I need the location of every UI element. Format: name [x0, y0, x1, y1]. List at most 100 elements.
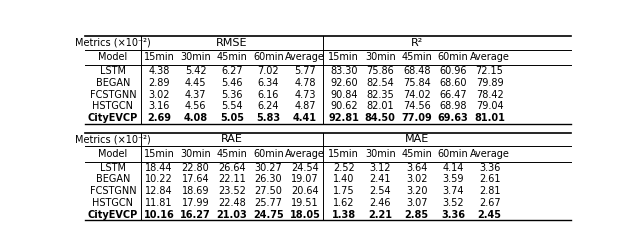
Text: 15min: 15min	[143, 52, 175, 62]
Text: 60min: 60min	[438, 52, 468, 62]
Text: 2.54: 2.54	[369, 186, 391, 196]
Text: RAE: RAE	[221, 134, 243, 144]
Text: 60min: 60min	[253, 149, 284, 159]
Text: 3.16: 3.16	[148, 101, 170, 111]
Text: FCSTGNN: FCSTGNN	[90, 89, 136, 100]
Text: 75.86: 75.86	[366, 66, 394, 76]
Text: 92.81: 92.81	[328, 113, 359, 123]
Text: 4.08: 4.08	[184, 113, 207, 123]
Text: 77.09: 77.09	[401, 113, 432, 123]
Text: 5.77: 5.77	[294, 66, 316, 76]
Text: 1.40: 1.40	[333, 174, 355, 184]
Text: 6.16: 6.16	[258, 89, 279, 100]
Text: 1.38: 1.38	[332, 209, 356, 219]
Text: 68.60: 68.60	[440, 78, 467, 88]
Text: 3.64: 3.64	[406, 163, 428, 173]
Text: 5.54: 5.54	[221, 101, 243, 111]
Text: 12.84: 12.84	[145, 186, 173, 196]
Text: 26.30: 26.30	[255, 174, 282, 184]
Text: HSTGCN: HSTGCN	[92, 198, 133, 208]
Text: 2.61: 2.61	[479, 174, 500, 184]
Text: 22.11: 22.11	[218, 174, 246, 184]
Text: 19.07: 19.07	[291, 174, 319, 184]
Text: 3.02: 3.02	[148, 89, 170, 100]
Text: 92.60: 92.60	[330, 78, 358, 88]
Text: 4.14: 4.14	[442, 163, 464, 173]
Text: R²: R²	[411, 38, 423, 48]
Text: 3.36: 3.36	[441, 209, 465, 219]
Text: 4.45: 4.45	[185, 78, 206, 88]
Text: 82.01: 82.01	[367, 101, 394, 111]
Text: 23.52: 23.52	[218, 186, 246, 196]
Text: 5.36: 5.36	[221, 89, 243, 100]
Text: 2.85: 2.85	[404, 209, 429, 219]
Text: 69.63: 69.63	[438, 113, 468, 123]
Text: 45min: 45min	[401, 149, 432, 159]
Text: 11.81: 11.81	[145, 198, 173, 208]
Text: 60min: 60min	[253, 52, 284, 62]
Text: 74.02: 74.02	[403, 89, 431, 100]
Text: 5.83: 5.83	[257, 113, 280, 123]
Text: 30min: 30min	[180, 149, 211, 159]
Text: 1.62: 1.62	[333, 198, 355, 208]
Text: MAE: MAE	[404, 134, 429, 144]
Text: 45min: 45min	[216, 149, 248, 159]
Text: 15min: 15min	[328, 52, 359, 62]
Text: Average: Average	[470, 52, 509, 62]
Text: BEGAN: BEGAN	[96, 174, 130, 184]
Text: 3.59: 3.59	[442, 174, 464, 184]
Text: LSTM: LSTM	[100, 163, 126, 173]
Text: Model: Model	[99, 149, 127, 159]
Text: 75.84: 75.84	[403, 78, 431, 88]
Text: 5.46: 5.46	[221, 78, 243, 88]
Text: 3.02: 3.02	[406, 174, 428, 184]
Text: 1.75: 1.75	[333, 186, 355, 196]
Text: 2.46: 2.46	[369, 198, 391, 208]
Text: 4.87: 4.87	[294, 101, 316, 111]
Text: 2.81: 2.81	[479, 186, 500, 196]
Text: 3.52: 3.52	[442, 198, 464, 208]
Text: 82.35: 82.35	[366, 89, 394, 100]
Text: 5.42: 5.42	[185, 66, 206, 76]
Text: Average: Average	[285, 52, 325, 62]
Text: 18.69: 18.69	[182, 186, 209, 196]
Text: 7.02: 7.02	[258, 66, 279, 76]
Text: 2.89: 2.89	[148, 78, 170, 88]
Text: 21.03: 21.03	[216, 209, 248, 219]
Text: 2.69: 2.69	[147, 113, 171, 123]
Text: 81.01: 81.01	[474, 113, 505, 123]
Text: Average: Average	[285, 149, 325, 159]
Text: 5.05: 5.05	[220, 113, 244, 123]
Text: 19.51: 19.51	[291, 198, 319, 208]
Text: 6.27: 6.27	[221, 66, 243, 76]
Text: 22.48: 22.48	[218, 198, 246, 208]
Text: 83.30: 83.30	[330, 66, 358, 76]
Text: 2.67: 2.67	[479, 198, 500, 208]
Text: 30min: 30min	[365, 149, 396, 159]
Text: 90.84: 90.84	[330, 89, 358, 100]
Text: 20.64: 20.64	[291, 186, 319, 196]
Text: 4.78: 4.78	[294, 78, 316, 88]
Text: 27.50: 27.50	[255, 186, 282, 196]
Text: 17.64: 17.64	[182, 174, 209, 184]
Text: 72.15: 72.15	[476, 66, 504, 76]
Text: 45min: 45min	[401, 52, 432, 62]
Text: 6.24: 6.24	[258, 101, 279, 111]
Text: FCSTGNN: FCSTGNN	[90, 186, 136, 196]
Text: 2.41: 2.41	[369, 174, 391, 184]
Text: BEGAN: BEGAN	[96, 78, 130, 88]
Text: 68.98: 68.98	[440, 101, 467, 111]
Text: 24.75: 24.75	[253, 209, 284, 219]
Text: 25.77: 25.77	[255, 198, 282, 208]
Text: 3.20: 3.20	[406, 186, 428, 196]
Text: 74.56: 74.56	[403, 101, 431, 111]
Text: 30min: 30min	[365, 52, 396, 62]
Text: 82.54: 82.54	[366, 78, 394, 88]
Text: 84.50: 84.50	[365, 113, 396, 123]
Text: 4.41: 4.41	[293, 113, 317, 123]
Text: 2.21: 2.21	[368, 209, 392, 219]
Text: 3.74: 3.74	[442, 186, 464, 196]
Text: 18.05: 18.05	[289, 209, 321, 219]
Text: RMSE: RMSE	[216, 38, 248, 48]
Text: 15min: 15min	[143, 149, 175, 159]
